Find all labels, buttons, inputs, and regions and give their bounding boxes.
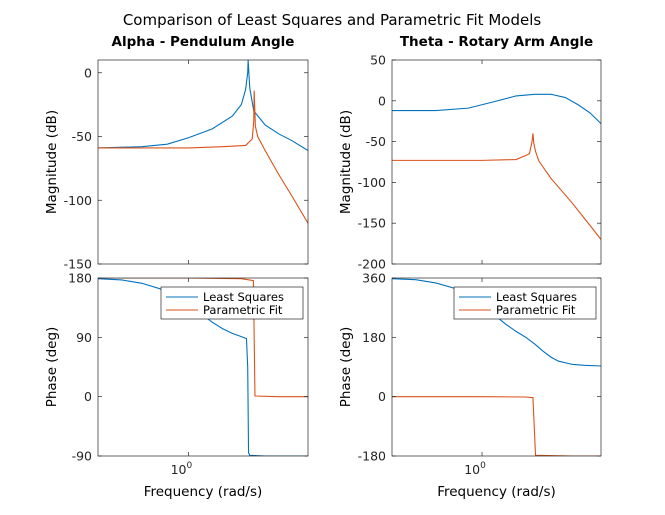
- series-line-least-squares: [392, 278, 601, 367]
- y-tick-label: 0: [84, 65, 92, 80]
- y-tick-label: 90: [76, 330, 92, 345]
- y-tick-label: 50: [370, 53, 386, 68]
- panel-1-phase: 360 180 0 -180 Phase (deg) 100 Frequency (rad/…: [338, 271, 602, 500]
- legend-box: [453, 286, 597, 320]
- y-axis-label: Magnitude (dB): [44, 110, 60, 214]
- axes-box: [391, 59, 602, 265]
- panel-title: Theta - Rotary Arm Angle: [400, 34, 593, 50]
- y-tick-label: -150: [64, 257, 92, 272]
- axes-box: [97, 59, 309, 265]
- plot-area: [392, 60, 601, 264]
- x-tick-label: 100: [464, 461, 486, 477]
- x-tick-label: 100: [171, 461, 193, 477]
- y-tick-label: -150: [358, 216, 386, 231]
- y-tick-label: -200: [358, 257, 386, 272]
- panel-0-magnitude: 0 -50 -100 -150 Magnitude (dB) Alpha - Pendul…: [44, 34, 309, 272]
- y-tick-label: -100: [358, 175, 386, 190]
- axes-box: [97, 277, 309, 457]
- plot-area: [98, 60, 308, 264]
- series-line-least-squares: [98, 60, 308, 151]
- series-line-parametric-fit: [98, 90, 308, 224]
- panel-title: Alpha - Pendulum Angle: [112, 34, 295, 50]
- y-axis-label: Phase (deg): [44, 327, 60, 408]
- x-axis-label: Frequency (rad/s): [437, 484, 556, 500]
- y-tick-label: -50: [366, 134, 386, 149]
- legend-entry: Parametric Fit: [496, 303, 576, 317]
- y-tick-label: -100: [64, 193, 92, 208]
- y-tick-label: 0: [378, 389, 386, 404]
- y-tick-label: 0: [378, 93, 386, 108]
- y-tick-label: -180: [358, 449, 386, 464]
- y-axis-label: Magnitude (dB): [338, 110, 354, 214]
- figure-title: Comparison of Least Squares and Parametr…: [123, 11, 542, 29]
- panel-0-phase: 180 90 0 -90 Phase (deg) 100 Frequency (rad/s)…: [44, 271, 309, 500]
- legend-entry: Least Squares: [496, 290, 577, 304]
- series-line-parametric-fit: [392, 133, 601, 240]
- y-tick-label: -50: [72, 129, 92, 144]
- legend-box: [160, 286, 304, 320]
- panel-1-magnitude: 50 0 -50 -100 -150 -200 Magnitude (dB) Theta - …: [338, 34, 602, 272]
- y-tick-label: 180: [68, 271, 92, 286]
- y-tick-label: -90: [72, 449, 92, 464]
- y-axis-label: Phase (deg): [338, 327, 354, 408]
- y-tick-label: 180: [362, 330, 386, 345]
- axes-box: [391, 277, 602, 457]
- x-axis-label: Frequency (rad/s): [144, 484, 263, 500]
- legend-entry: Least Squares: [203, 290, 284, 304]
- legend-entry: Parametric Fit: [203, 303, 283, 317]
- series-line-least-squares: [392, 93, 601, 125]
- series-line-least-squares: [98, 278, 308, 456]
- y-tick-label: 360: [362, 271, 386, 286]
- y-tick-label: 0: [84, 389, 92, 404]
